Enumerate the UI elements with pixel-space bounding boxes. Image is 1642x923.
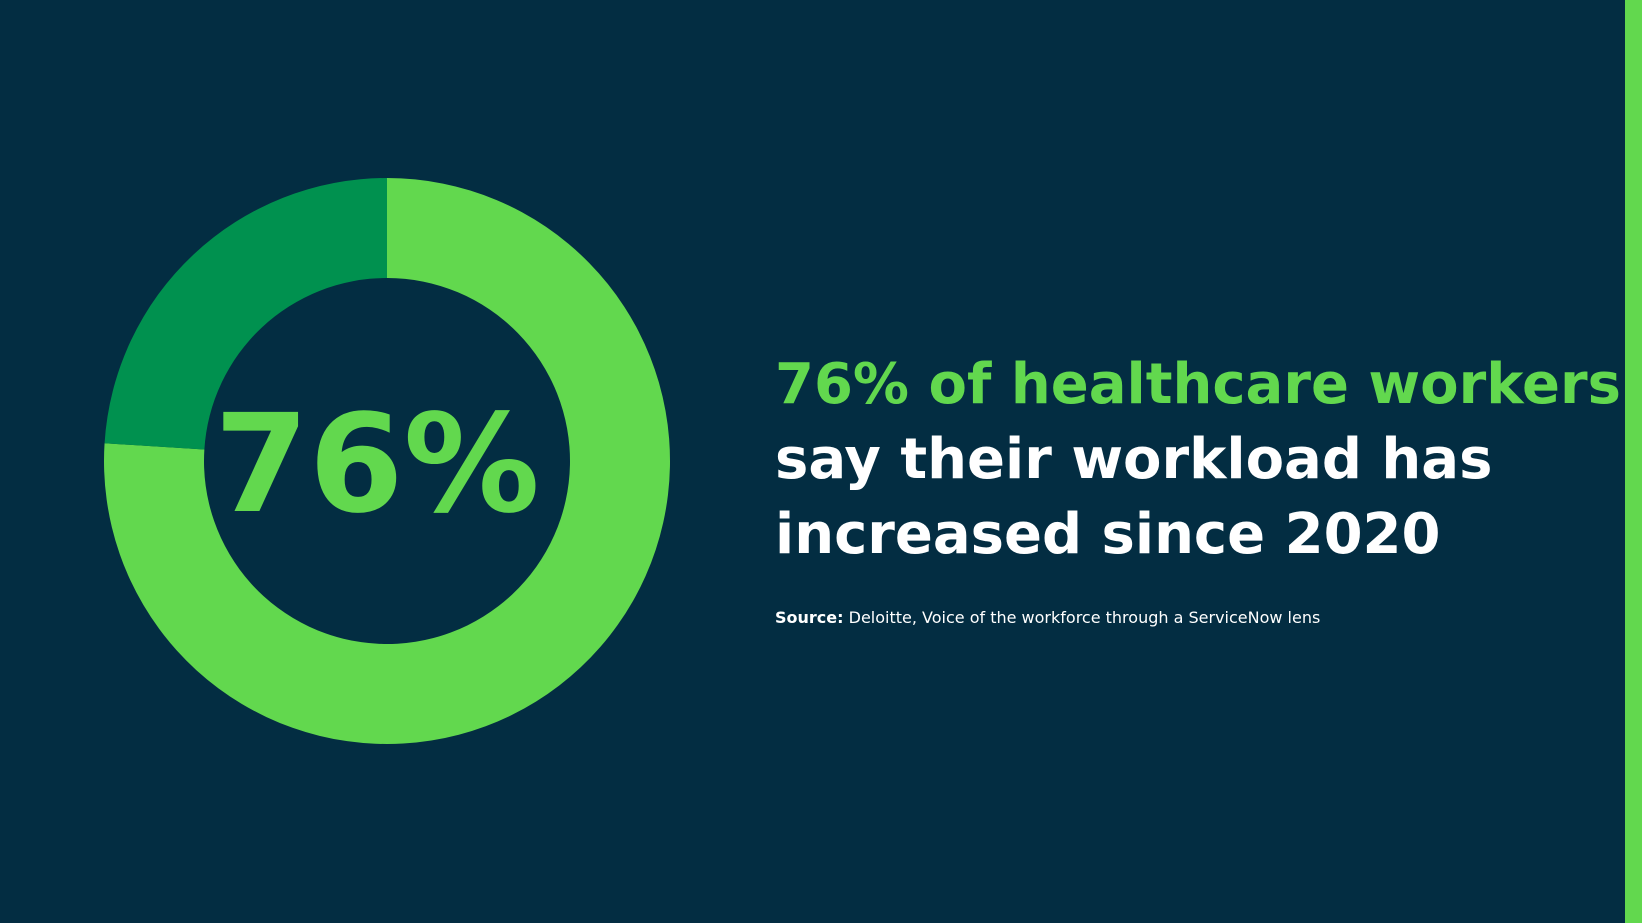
edge-stripe (1625, 0, 1642, 923)
donut-segment (103, 178, 671, 744)
center-value-label: 76% (214, 386, 540, 544)
source-text: Deloitte, Voice of the workforce through… (849, 608, 1321, 627)
donut-chart: 76% (103, 178, 671, 744)
headline-line: increased since 2020 (775, 502, 1440, 567)
donut-segment (104, 178, 387, 450)
headline-highlight: 76% of healthcare workers (775, 352, 1621, 417)
headline-line: say their workload has (775, 427, 1492, 492)
source-label: Source: (775, 608, 844, 627)
source: Source: Deloitte, Voice of the workforce… (775, 608, 1320, 627)
